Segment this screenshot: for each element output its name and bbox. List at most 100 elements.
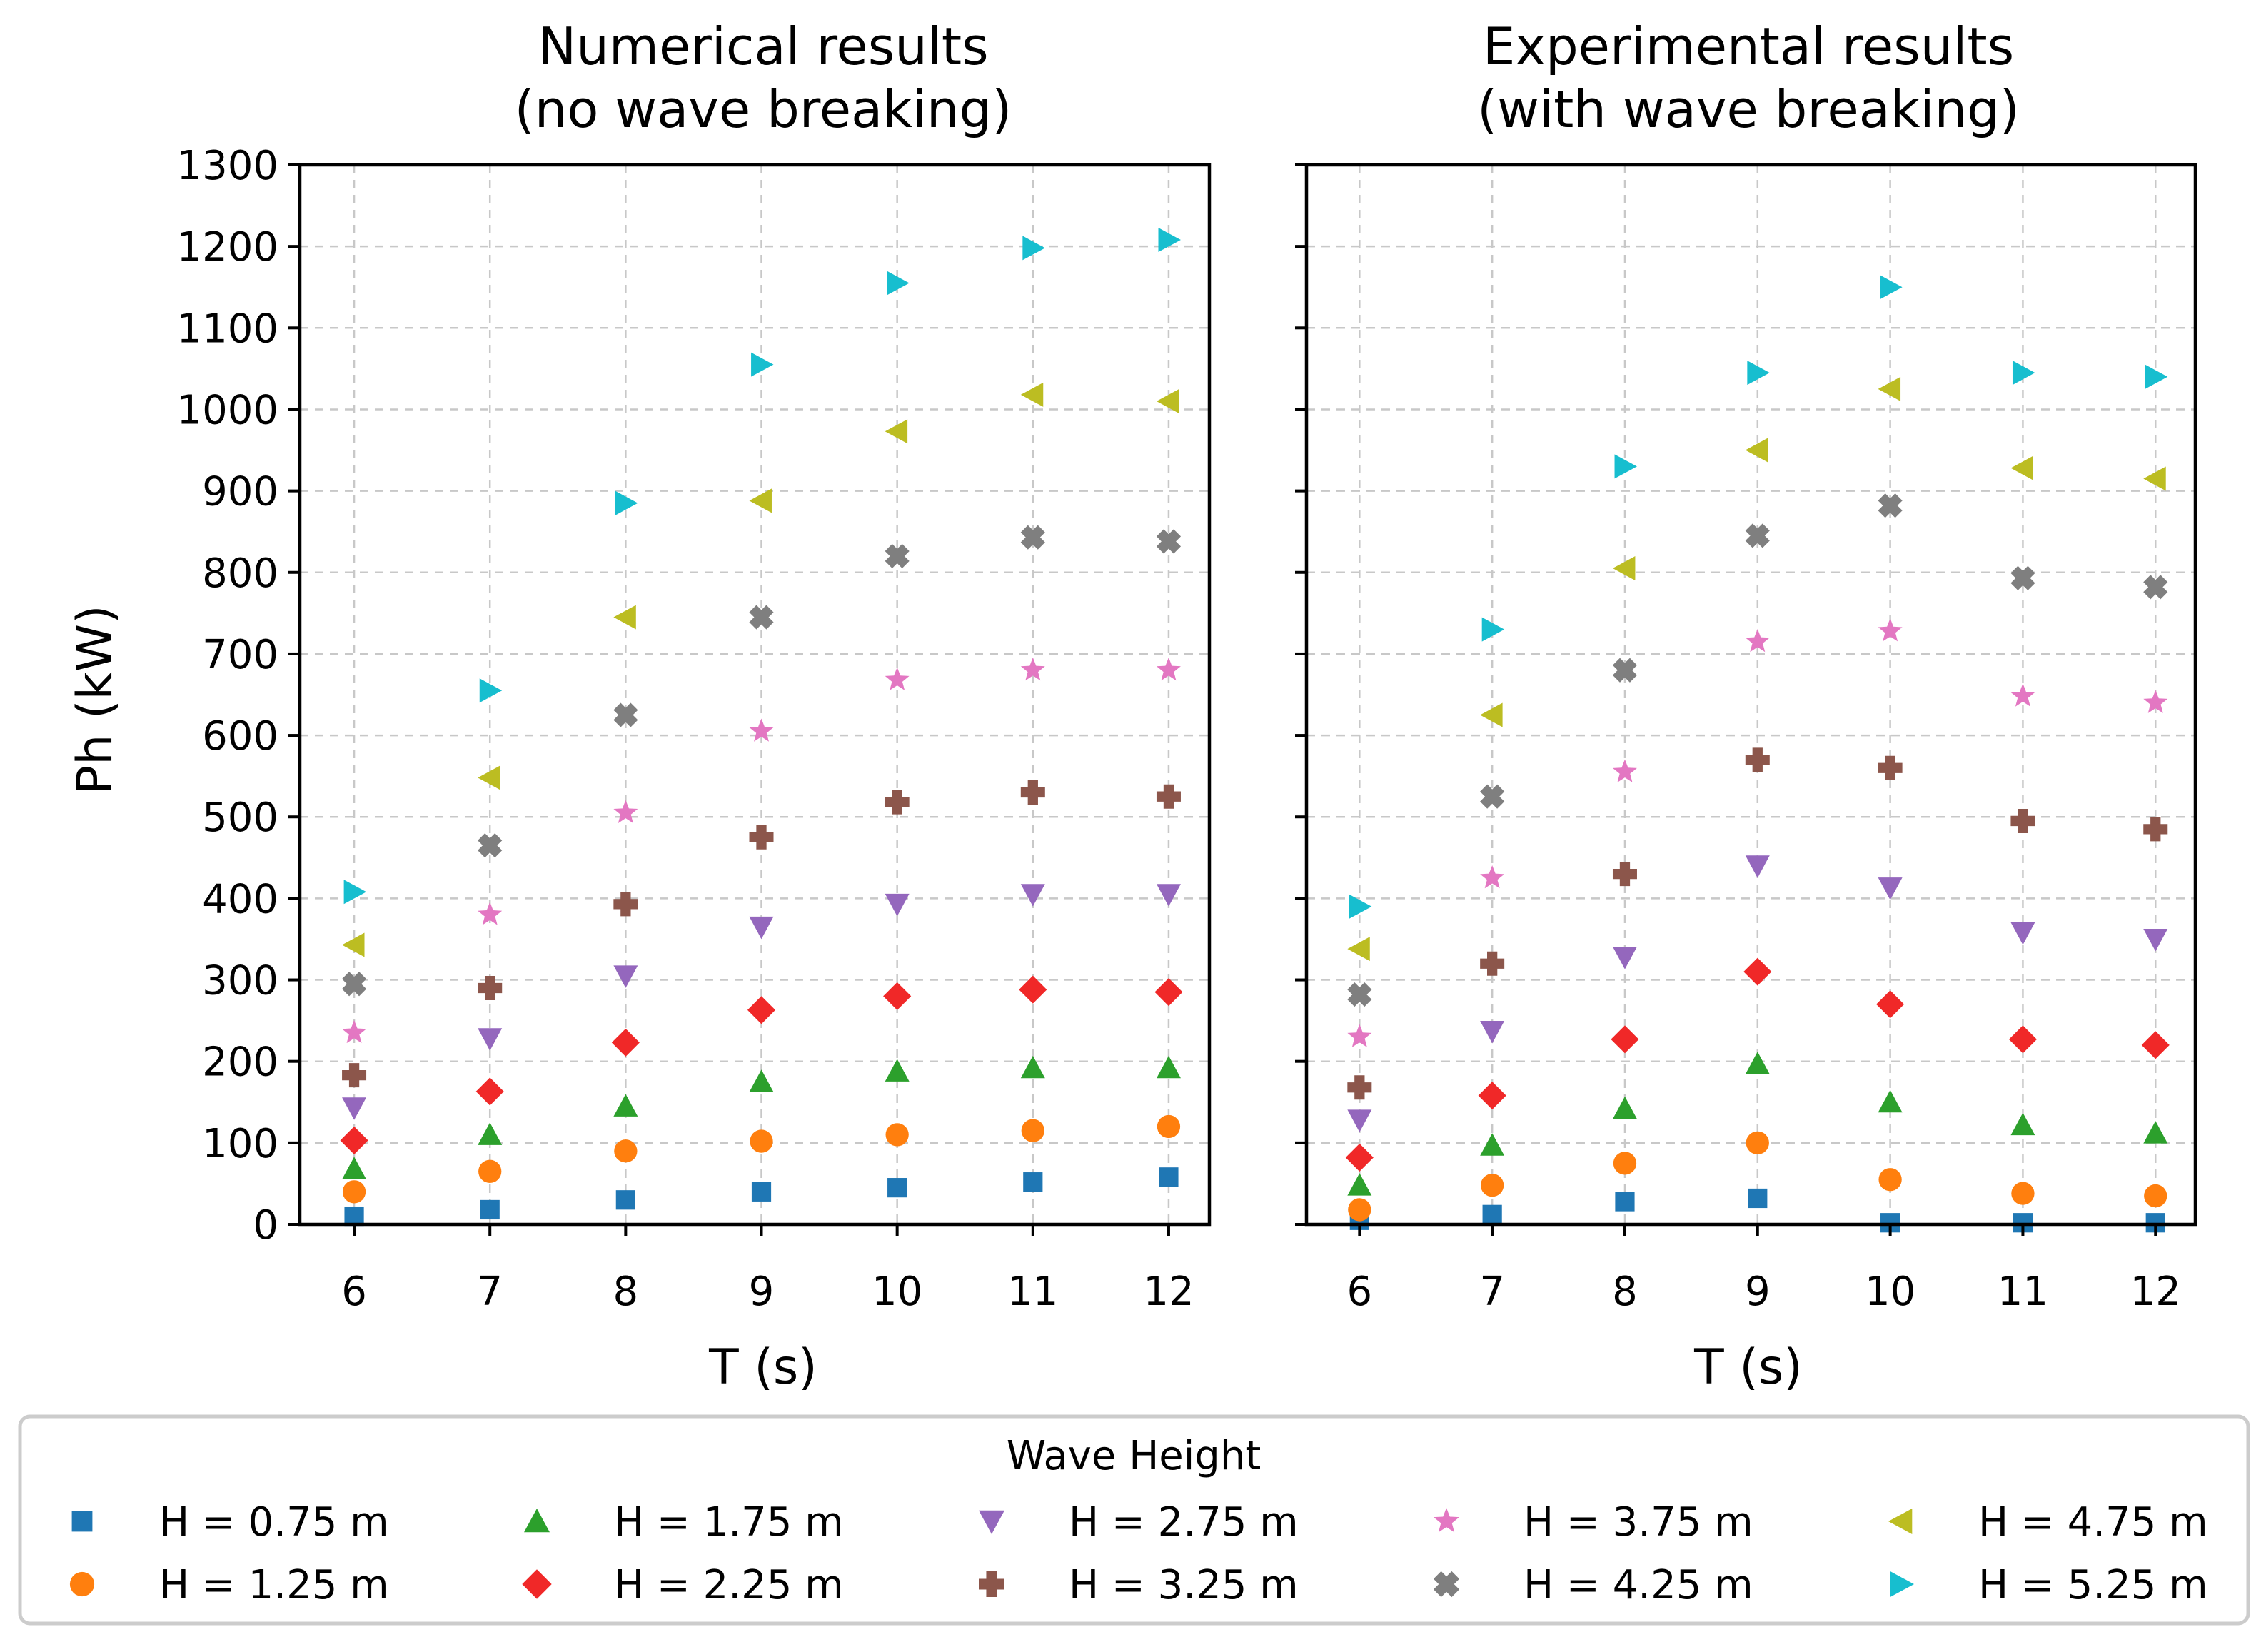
data-point (613, 892, 638, 917)
grid-lines (300, 163, 1209, 1226)
data-point (479, 678, 503, 703)
data-point (1156, 884, 1181, 907)
legend-entry: H = 1.25 m (69, 1562, 389, 1608)
data-point (1020, 1055, 1045, 1079)
data-point (1612, 759, 1637, 782)
plot-frame (298, 163, 1212, 1227)
data-point (2010, 455, 2033, 480)
legend-label: H = 4.75 m (1978, 1499, 2208, 1546)
data-point (1615, 1192, 1635, 1212)
y-tick-label: 600 (202, 713, 278, 760)
data-point (1347, 982, 1372, 1007)
data-point (1743, 957, 1772, 986)
panel-title-line-1: Numerical results (538, 16, 988, 76)
data-point (478, 1122, 503, 1145)
data-point (1480, 951, 1505, 976)
data-point (2141, 1031, 2170, 1059)
square-icon (71, 1511, 93, 1532)
data-point (2144, 1184, 2167, 1208)
x-axis-label: T (s) (1693, 1339, 1803, 1396)
data-point (1481, 617, 1505, 642)
data-point (883, 982, 912, 1010)
data-point (615, 1190, 635, 1210)
data-point (2143, 817, 2168, 842)
data-point (611, 1028, 640, 1057)
data-point (478, 902, 503, 925)
x-tick-label: 7 (477, 1269, 503, 1315)
panel-title-line-2: (no wave breaking) (515, 79, 1012, 139)
legend: Wave Height H = 0.75 m H = 1.25 m H = 1.75… (18, 1414, 2250, 1626)
legend-entry: H = 2.25 m (522, 1562, 844, 1608)
data-point (2008, 1025, 2037, 1054)
data-point (1020, 657, 1045, 681)
data-point (1347, 937, 1370, 962)
legend-items: H = 0.75 m H = 1.25 m H = 1.75 m H = 2.25 m… (69, 1499, 2208, 1608)
data-point (1745, 438, 1768, 463)
data-point (1876, 990, 1905, 1019)
data-point (749, 718, 774, 742)
y-tick-label: 400 (202, 876, 278, 922)
y-tick-label: 1100 (176, 306, 278, 352)
data-point (1021, 1119, 1044, 1142)
x-tick-label: 9 (749, 1269, 775, 1315)
legend-entry: H = 3.25 m (979, 1562, 1299, 1608)
data-point (747, 996, 776, 1024)
data-point (749, 488, 772, 513)
data-point (749, 605, 774, 630)
data-point (1156, 657, 1181, 681)
data-point (344, 1206, 364, 1227)
legend-entry: H = 0.75 m (71, 1499, 389, 1546)
data-point (1878, 877, 1903, 900)
data-point (1020, 525, 1045, 550)
x-tick-label: 8 (613, 1269, 639, 1315)
data-point (342, 1019, 367, 1044)
numerical-results-panel: Numerical results (no wave breaking) 6 7 8… (67, 16, 1212, 1396)
data-point (1347, 1075, 1372, 1100)
y-tick-label: 1300 (176, 143, 278, 189)
data-point (885, 790, 910, 815)
axes-frame (298, 163, 1212, 1227)
data-point (2010, 1112, 2035, 1136)
data-points (340, 228, 1183, 1227)
data-point (2143, 466, 2166, 491)
data-point (885, 667, 910, 690)
data-point (1745, 1052, 1770, 1074)
y-tick-label: 300 (202, 958, 278, 1004)
y-tick-label: 200 (202, 1039, 278, 1086)
data-point (1480, 784, 1505, 809)
y-tick-label: 100 (202, 1121, 278, 1167)
data-point (1158, 228, 1181, 253)
x-tick-label: 11 (1998, 1269, 2048, 1315)
data-point (1348, 1198, 1371, 1222)
data-point (2143, 690, 2168, 713)
ticks: 6 7 8 9 10 11 12 (1295, 163, 2181, 1315)
data-point (2010, 565, 2035, 590)
legend-entry: H = 1.75 m (524, 1499, 844, 1546)
data-point (1480, 1174, 1504, 1197)
data-point (342, 1157, 367, 1179)
data-point (613, 965, 638, 988)
data-point (1612, 556, 1636, 581)
data-point (478, 1159, 502, 1183)
data-point (1745, 628, 1770, 653)
legend-title: Wave Height (1007, 1433, 1262, 1479)
legend-label: H = 0.75 m (159, 1499, 389, 1546)
legend-label: H = 3.75 m (1524, 1499, 1753, 1546)
y-axis-label: Ph (kW) (67, 605, 124, 794)
data-point (1612, 1096, 1637, 1119)
data-points (1345, 275, 2170, 1233)
data-point (615, 490, 638, 515)
data-point (2011, 1182, 2035, 1205)
data-point (1020, 382, 1044, 407)
data-point (480, 1199, 500, 1220)
data-point (1478, 1082, 1506, 1110)
data-point (340, 1126, 368, 1154)
data-point (1878, 618, 1903, 642)
legend-entry: H = 3.75 m (1434, 1499, 1753, 1546)
y-tick-label: 1200 (176, 224, 278, 271)
data-point (751, 1182, 772, 1202)
y-tick-label: 500 (202, 795, 278, 841)
data-point (613, 1094, 638, 1117)
data-point (1746, 1131, 1769, 1154)
y-tick-label: 900 (202, 469, 278, 515)
